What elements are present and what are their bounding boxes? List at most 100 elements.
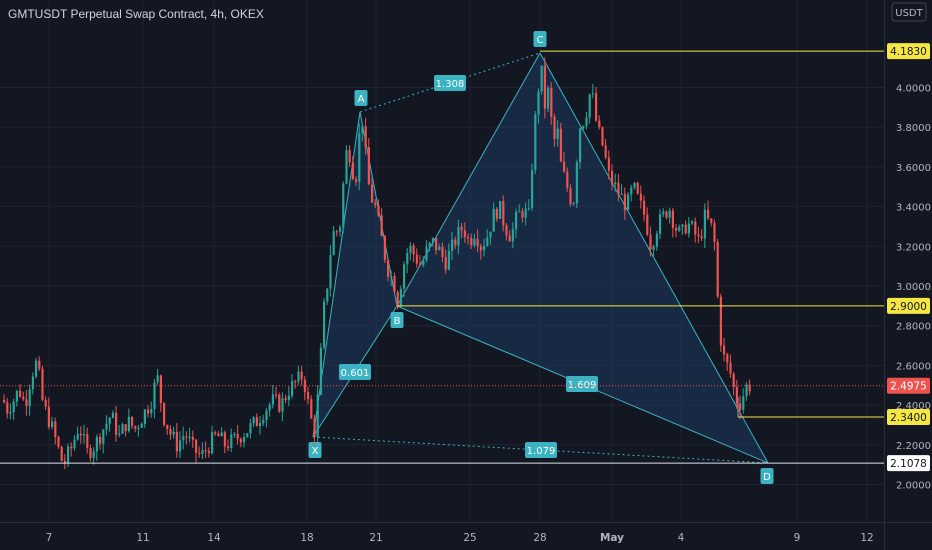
candle bbox=[348, 145, 351, 167]
ratio-label[interactable]: 1.079 bbox=[525, 442, 557, 458]
candle bbox=[495, 207, 498, 222]
candle bbox=[227, 439, 230, 452]
candle bbox=[585, 111, 588, 130]
candle bbox=[630, 184, 633, 202]
ratio-label[interactable]: 1.609 bbox=[566, 376, 598, 392]
candle bbox=[451, 231, 454, 261]
candle bbox=[319, 343, 322, 396]
candle bbox=[671, 208, 674, 238]
candle bbox=[419, 254, 422, 267]
candle bbox=[393, 272, 396, 293]
currency-badge[interactable]: USDT bbox=[891, 2, 927, 22]
svg-text:2.9000: 2.9000 bbox=[890, 301, 927, 313]
ratio-label[interactable]: 0.601 bbox=[339, 364, 371, 380]
x-tick-label: 18 bbox=[300, 532, 313, 544]
candle bbox=[153, 378, 156, 419]
candle bbox=[313, 414, 316, 447]
harmonic-pattern[interactable]: X A B C D 1.308 0.601 1.609 1.079 bbox=[308, 31, 774, 484]
candle bbox=[105, 415, 108, 436]
candle bbox=[332, 225, 335, 256]
x-tick-label: 11 bbox=[136, 532, 149, 544]
candle bbox=[710, 218, 713, 227]
candle bbox=[460, 223, 463, 239]
candle bbox=[601, 126, 604, 147]
candle bbox=[540, 65, 543, 95]
candle bbox=[691, 219, 694, 226]
candle bbox=[323, 297, 326, 350]
candle bbox=[502, 195, 505, 232]
candle bbox=[399, 285, 402, 308]
candle bbox=[518, 204, 521, 213]
candle bbox=[259, 415, 262, 435]
candle bbox=[19, 384, 22, 399]
candle bbox=[588, 93, 591, 124]
ratio-label[interactable]: 1.308 bbox=[434, 75, 466, 91]
candle bbox=[358, 123, 361, 191]
candle bbox=[387, 257, 390, 282]
candle bbox=[303, 375, 306, 401]
candle bbox=[307, 386, 310, 405]
candle bbox=[236, 425, 239, 445]
candle bbox=[739, 395, 742, 419]
candle bbox=[287, 386, 290, 407]
candle bbox=[499, 200, 502, 220]
candle bbox=[92, 447, 95, 465]
candle bbox=[278, 392, 281, 413]
candle bbox=[550, 82, 553, 125]
candle bbox=[444, 249, 447, 274]
candle bbox=[473, 233, 476, 248]
candle bbox=[89, 444, 92, 462]
candle bbox=[265, 408, 268, 428]
candle bbox=[716, 238, 719, 299]
pattern-point-d[interactable]: D bbox=[760, 468, 774, 484]
candle bbox=[700, 229, 703, 242]
pattern-point-c[interactable]: C bbox=[533, 31, 547, 47]
candle bbox=[515, 208, 518, 239]
candle bbox=[9, 403, 12, 420]
candle bbox=[422, 256, 425, 268]
y-tick-label: 2.0000 bbox=[896, 481, 931, 492]
x-tick-label: 28 bbox=[533, 532, 546, 544]
candle bbox=[262, 414, 265, 426]
candle bbox=[335, 229, 338, 237]
candle bbox=[326, 288, 329, 305]
candle bbox=[345, 145, 348, 185]
candle bbox=[163, 402, 166, 427]
candle bbox=[207, 447, 210, 458]
pattern-point-x[interactable]: X bbox=[308, 442, 322, 458]
current-price-label: 2.4975 bbox=[887, 377, 930, 394]
candle bbox=[406, 247, 409, 274]
candle bbox=[294, 379, 297, 389]
y-tick-label: 2.2000 bbox=[896, 441, 931, 452]
candle bbox=[156, 369, 159, 385]
candle bbox=[636, 181, 639, 195]
candle bbox=[220, 427, 223, 437]
candle bbox=[627, 192, 630, 211]
candle bbox=[99, 433, 102, 450]
candle bbox=[246, 433, 249, 438]
x-tick-label: May bbox=[600, 532, 624, 544]
candle bbox=[115, 405, 118, 442]
candle bbox=[25, 389, 28, 416]
candle bbox=[271, 385, 274, 409]
candle bbox=[223, 430, 226, 454]
candle bbox=[492, 202, 495, 232]
pattern-point-a[interactable]: A bbox=[354, 90, 368, 106]
x-tick-label: 4 bbox=[678, 532, 685, 544]
candle bbox=[249, 418, 252, 439]
candle bbox=[371, 178, 374, 204]
x-tick-label: 12 bbox=[860, 532, 873, 544]
candle bbox=[316, 385, 319, 442]
svg-text:1.308: 1.308 bbox=[436, 79, 465, 90]
pattern-point-b[interactable]: B bbox=[390, 312, 404, 328]
candle bbox=[310, 395, 313, 420]
candle bbox=[143, 408, 146, 428]
level-price-label: 2.3400 bbox=[887, 409, 930, 426]
candle bbox=[652, 244, 655, 257]
candle bbox=[729, 354, 732, 378]
candle bbox=[329, 245, 332, 297]
candle bbox=[428, 241, 431, 252]
svg-text:C: C bbox=[537, 35, 544, 46]
pattern-leg-cd bbox=[539, 52, 769, 464]
